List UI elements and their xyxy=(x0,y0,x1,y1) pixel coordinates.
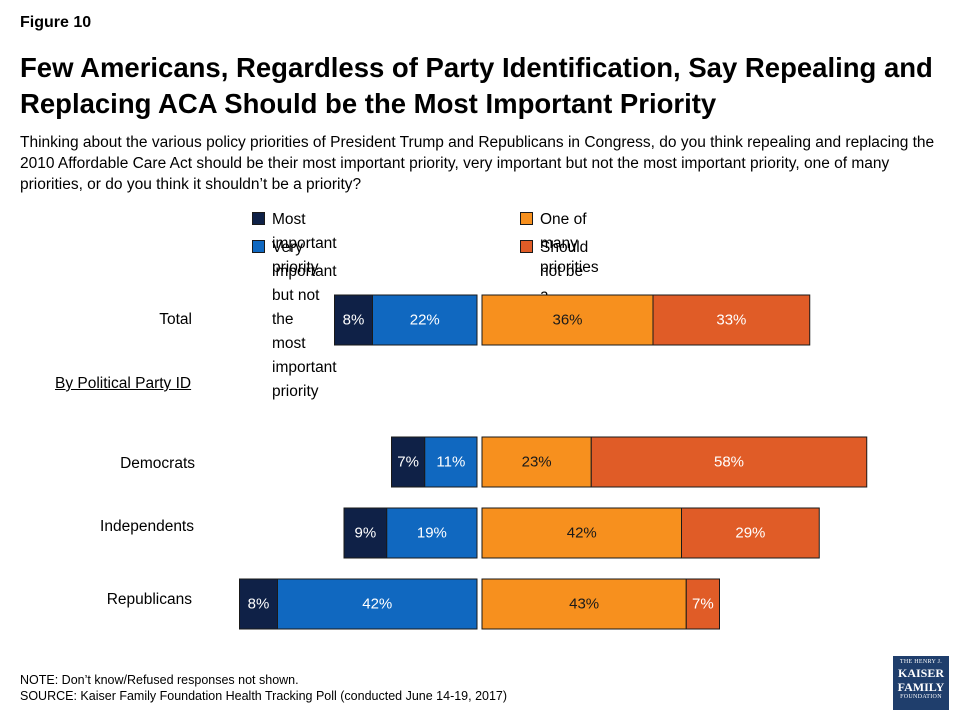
legend-swatch-very-important xyxy=(252,240,265,253)
bar-democrats-very-important xyxy=(424,436,478,488)
bar-total-one-of-many xyxy=(481,294,654,346)
chart-title: Few Americans, Regardless of Party Ident… xyxy=(20,52,933,119)
bar-democrats-one-of-many xyxy=(481,436,592,488)
legend-swatch-not-priority xyxy=(520,240,533,253)
row-label-republicans: Republicans xyxy=(106,591,192,608)
data-label-democrats-most-important: 7% xyxy=(397,454,419,471)
bar-independents-one-of-many xyxy=(481,507,682,559)
data-label-democrats-one-of-many: 23% xyxy=(522,454,552,471)
legend-label-very-important-line2: most important priority xyxy=(272,335,337,400)
row-label-total: Total xyxy=(159,311,192,328)
footnote: NOTE: Don’t know/Refused responses not s… xyxy=(20,672,507,704)
legend-swatch-one-of-many xyxy=(520,212,533,225)
data-label-total-one-of-many: 36% xyxy=(552,312,582,329)
bar-independents-very-important xyxy=(386,507,478,559)
bar-total-very-important xyxy=(372,294,478,346)
data-label-independents-not-priority: 29% xyxy=(735,525,765,542)
legend-swatch-most-important xyxy=(252,212,265,225)
data-label-total-not-priority: 33% xyxy=(716,312,746,329)
note-text: NOTE: Don’t know/Refused responses not s… xyxy=(20,673,299,687)
logo-line3: FAMILY xyxy=(897,680,945,694)
row-label-democrats: Democrats xyxy=(120,455,195,472)
bar-republicans-one-of-many xyxy=(481,578,687,630)
bar-independents-not-priority xyxy=(681,507,820,559)
data-label-republicans-most-important: 8% xyxy=(248,596,270,613)
legend-label-most-important: Most important priority xyxy=(272,211,337,276)
figure-label: Figure 10 xyxy=(20,14,92,31)
data-label-total-very-important: 22% xyxy=(410,312,440,329)
bar-republicans-most-important xyxy=(239,578,278,630)
data-label-independents-one-of-many: 42% xyxy=(567,525,597,542)
data-label-total-most-important: 8% xyxy=(343,312,365,329)
logo-line2: KAISER xyxy=(897,666,944,680)
bar-democrats-not-priority xyxy=(590,436,868,488)
logo-line4: FOUNDATION xyxy=(900,694,942,700)
chart-subtitle: Thinking about the various policy priori… xyxy=(20,134,935,193)
bar-total-not-priority xyxy=(652,294,811,346)
legend-label-one-of-many: One of many priorities xyxy=(540,211,599,276)
data-label-democrats-very-important: 11% xyxy=(436,454,465,471)
data-label-republicans-not-priority: 7% xyxy=(692,596,714,613)
row-label-independents: Independents xyxy=(100,518,194,535)
logo-line1: THE HENRY J. xyxy=(899,659,943,665)
data-label-republicans-very-important: 42% xyxy=(362,596,392,613)
source-text: SOURCE: Kaiser Family Foundation Health … xyxy=(20,689,508,703)
bar-total-most-important xyxy=(334,294,373,346)
data-label-independents-most-important: 9% xyxy=(355,525,377,542)
data-label-independents-very-important: 19% xyxy=(417,525,447,542)
bar-democrats-most-important xyxy=(391,436,426,488)
data-label-republicans-one-of-many: 43% xyxy=(569,596,599,613)
bar-republicans-very-important xyxy=(277,578,478,630)
bar-republicans-not-priority xyxy=(685,578,720,630)
legend-label-very-important: Very important but not the most importan… xyxy=(272,236,337,404)
kff-logo: THE HENRY J. KAISER FAMILY FOUNDATION xyxy=(893,656,949,710)
group-label-party: By Political Party ID xyxy=(55,375,192,392)
legend-label-very-important-line1: Very important but not the xyxy=(272,239,337,328)
data-label-democrats-not-priority: 58% xyxy=(714,454,744,471)
